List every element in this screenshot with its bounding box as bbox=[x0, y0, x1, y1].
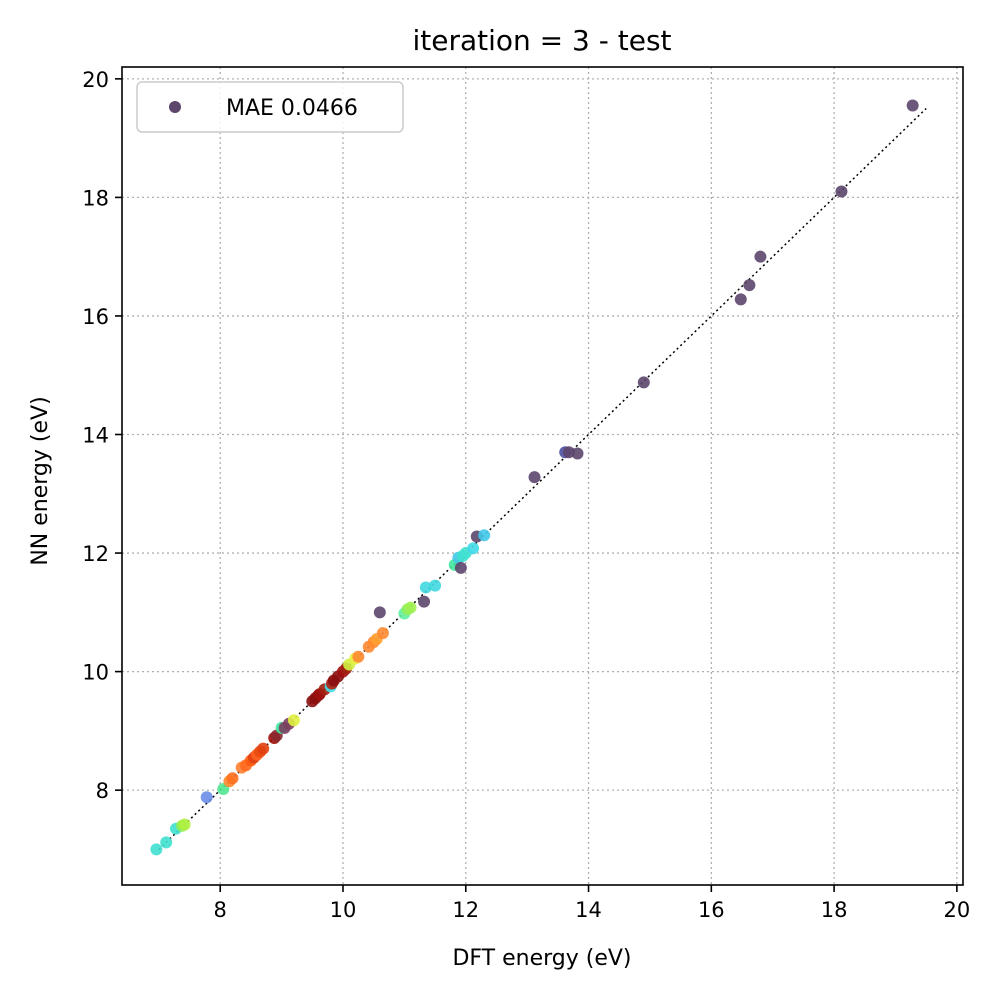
scatter-point bbox=[226, 772, 239, 785]
y-axis-ticks: 8 10 12 14 16 18 20 bbox=[82, 68, 122, 803]
scatter-point bbox=[754, 250, 767, 263]
grid bbox=[122, 67, 963, 885]
x-axis-label: DFT energy (eV) bbox=[452, 946, 631, 971]
y-tick-label: 10 bbox=[82, 661, 109, 685]
scatter-point bbox=[200, 791, 213, 804]
legend: MAE 0.0466 bbox=[136, 81, 404, 133]
x-axis-ticks: 8 10 12 14 16 18 20 bbox=[214, 885, 970, 922]
scatter-point bbox=[571, 447, 584, 460]
legend-marker bbox=[169, 101, 181, 113]
x-tick-label: 20 bbox=[943, 898, 970, 922]
scatter-point bbox=[160, 836, 173, 849]
y-tick-label: 20 bbox=[82, 68, 109, 92]
plot-frame bbox=[121, 66, 964, 886]
scatter-point bbox=[150, 843, 163, 856]
legend-box bbox=[136, 81, 404, 133]
scatter-point bbox=[178, 818, 191, 831]
scatter-point bbox=[373, 606, 386, 619]
y-tick-label: 8 bbox=[96, 779, 109, 803]
y-tick-label: 18 bbox=[82, 186, 109, 210]
scatter-point bbox=[352, 650, 365, 663]
y-tick-label: 16 bbox=[82, 305, 109, 329]
scatter-point bbox=[637, 376, 650, 389]
x-tick-label: 16 bbox=[698, 898, 725, 922]
scatter-points bbox=[150, 99, 919, 856]
scatter-point bbox=[287, 714, 300, 727]
chart-title: iteration = 3 - test bbox=[412, 24, 671, 57]
scatter-point bbox=[478, 529, 491, 542]
scatter-point bbox=[734, 293, 747, 306]
scatter-point bbox=[404, 601, 417, 614]
scatter-point bbox=[429, 579, 442, 592]
x-tick-label: 14 bbox=[575, 898, 602, 922]
y-tick-label: 14 bbox=[82, 424, 109, 448]
scatter-point bbox=[454, 561, 467, 574]
scatter-point bbox=[528, 471, 541, 484]
scatter-point bbox=[835, 185, 848, 198]
y-tick-label: 12 bbox=[82, 542, 109, 566]
x-tick-label: 18 bbox=[821, 898, 848, 922]
scatter-point bbox=[467, 542, 480, 555]
scatter-point bbox=[906, 99, 919, 112]
scatter-point bbox=[419, 581, 432, 594]
y-axis-label: NN energy (eV) bbox=[28, 396, 53, 565]
legend-entry-label: MAE 0.0466 bbox=[226, 96, 358, 121]
scatter-point bbox=[743, 279, 756, 292]
scatter-point bbox=[257, 742, 270, 755]
scatter-point bbox=[418, 595, 431, 608]
x-tick-label: 10 bbox=[330, 898, 357, 922]
x-tick-label: 12 bbox=[452, 898, 479, 922]
x-tick-label: 8 bbox=[214, 898, 227, 922]
scatter-point bbox=[376, 627, 389, 640]
